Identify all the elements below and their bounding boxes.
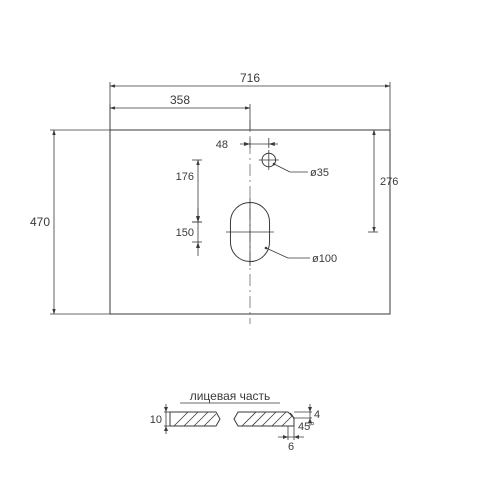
dim-150: 150 bbox=[176, 208, 202, 256]
dim-d35-label: ø35 bbox=[310, 167, 329, 179]
dim-358-label: 358 bbox=[170, 93, 190, 107]
dim-48-label: 48 bbox=[216, 139, 228, 151]
dim-d35: ø35 bbox=[273, 163, 329, 179]
dim-t4-label: 4 bbox=[314, 409, 320, 421]
dim-a45-label: 45° bbox=[298, 421, 315, 433]
dim-t10-label: 10 bbox=[150, 414, 162, 426]
dim-470-label: 470 bbox=[30, 215, 50, 229]
dim-176-label: 176 bbox=[176, 171, 194, 183]
dim-d100: ø100 bbox=[265, 247, 337, 265]
dim-t6-label: 6 bbox=[288, 441, 294, 453]
section-label: лицевая часть bbox=[190, 389, 271, 403]
plan-view: 716 358 48 ø35 bbox=[30, 71, 398, 324]
dim-48: 48 bbox=[216, 138, 278, 151]
dim-t10: 10 bbox=[150, 404, 170, 434]
dim-150-label: 150 bbox=[176, 227, 194, 239]
dim-276: 276 bbox=[368, 130, 398, 232]
technical-drawing: 716 358 48 ø35 bbox=[0, 0, 500, 500]
dim-716-label: 716 bbox=[240, 71, 260, 85]
section-right bbox=[234, 412, 294, 426]
dim-d100-label: ø100 bbox=[312, 253, 337, 265]
section-left bbox=[170, 412, 220, 426]
dim-470: 470 bbox=[30, 130, 110, 314]
dim-276-label: 276 bbox=[380, 176, 398, 188]
section-view: лицевая часть 10 bbox=[150, 389, 320, 453]
dim-358: 358 bbox=[110, 93, 250, 130]
